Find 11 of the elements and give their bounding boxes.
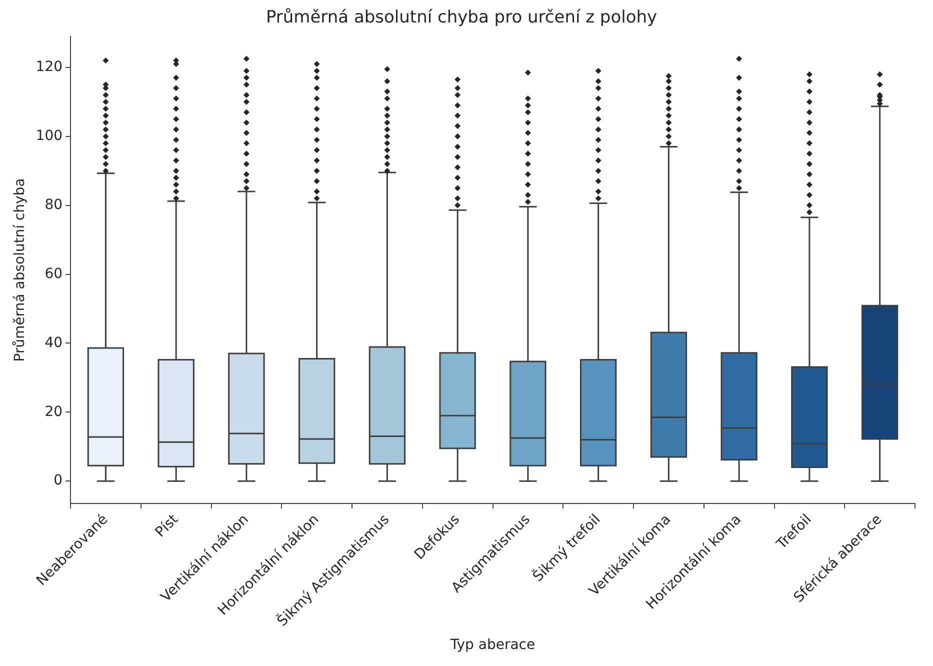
y-axis-title: Průměrná absolutní chyba — [12, 178, 28, 362]
y-tick-label: 40 — [44, 334, 63, 351]
y-tick-label: 120 — [36, 59, 63, 76]
x-tick-label: Píst — [152, 511, 182, 541]
x-axis-title: Typ aberace — [449, 637, 536, 654]
y-tick-label: 0 — [54, 472, 63, 489]
y-tick-label: 80 — [44, 196, 63, 213]
y-tick-label: 100 — [36, 128, 63, 144]
y-tick-label: 60 — [44, 266, 63, 282]
chart-title: Průměrná absolutní chyba pro určení z polohy — [266, 8, 658, 28]
y-tick-label: 20 — [44, 404, 63, 420]
